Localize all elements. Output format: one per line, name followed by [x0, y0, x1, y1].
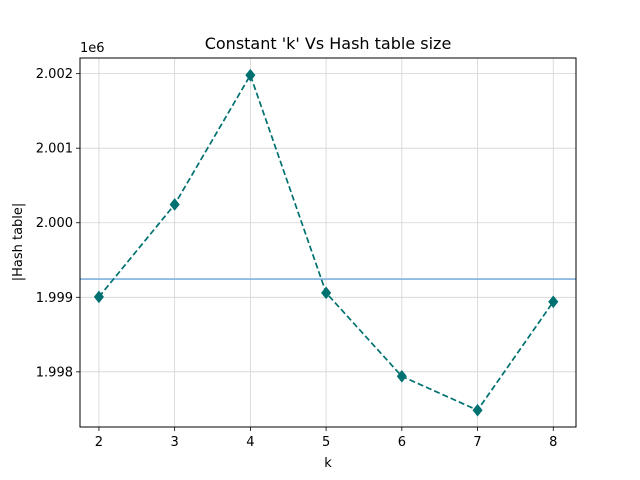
y-tick-label: 2.002: [36, 67, 73, 82]
x-tick-label: 3: [171, 435, 179, 450]
data-point: [548, 295, 559, 309]
y-axis-label: |Hash table|: [11, 203, 26, 282]
data-point: [321, 286, 332, 300]
y-tick-label: 1.998: [36, 365, 73, 380]
data-point: [396, 370, 407, 383]
x-tick-label: 5: [322, 435, 330, 450]
y-axis-ticks: 1.998 1.999 2.000 2.001 2.002: [36, 67, 80, 380]
x-tick-label: 2: [95, 435, 103, 450]
series-group: [93, 68, 559, 417]
x-tick-label: 6: [398, 435, 406, 450]
x-axis-ticks: 2 3 4 5 6 7 8: [95, 427, 557, 450]
data-point: [245, 68, 256, 82]
x-axis-label: k: [324, 456, 332, 471]
plot-frame: [79, 57, 577, 428]
y-axis-offset-label: 1e6: [80, 41, 105, 56]
x-tick-label: 8: [549, 435, 557, 450]
grid: [80, 58, 576, 427]
y-tick-label: 1.999: [36, 291, 73, 306]
chart-title: Constant 'k' Vs Hash table size: [205, 34, 452, 53]
data-point: [169, 198, 180, 211]
x-tick-label: 7: [473, 435, 481, 450]
data-point: [93, 290, 104, 304]
x-tick-label: 4: [246, 435, 254, 450]
data-point: [472, 403, 483, 417]
y-tick-label: 2.000: [36, 216, 73, 231]
y-tick-label: 2.001: [36, 142, 73, 157]
